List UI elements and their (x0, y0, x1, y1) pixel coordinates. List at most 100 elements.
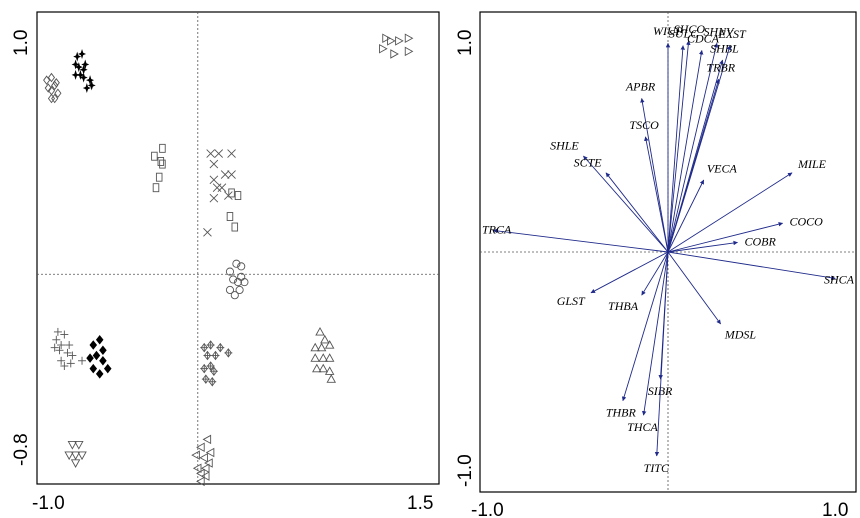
site-point (230, 291, 239, 300)
site-point (73, 51, 82, 62)
site-point (47, 93, 56, 104)
site-scatter-panel: -1.0 1.5 1.0 -0.8 (11, 11, 440, 514)
site-point (52, 78, 60, 88)
species-vector-arrow (667, 172, 793, 253)
species-vector-label: CDCA (687, 31, 720, 45)
site-point (71, 69, 80, 80)
species-vector-label: SHBL (710, 41, 739, 55)
site-point (70, 459, 81, 468)
site-point (89, 340, 98, 350)
site-point (312, 363, 322, 373)
site-point (82, 83, 91, 94)
site-point (201, 374, 210, 384)
species-vector-arrow (667, 78, 720, 253)
species-vector-arrow (667, 45, 685, 253)
right-x-tick-min: -1.0 (471, 500, 504, 518)
species-vector-arrow (667, 240, 738, 253)
site-point (99, 345, 107, 355)
site-point (404, 33, 414, 43)
site-point (315, 326, 325, 336)
species-vector-arrow (590, 251, 669, 294)
species-vector-arrow (654, 251, 669, 457)
left-plot-frame (36, 11, 440, 485)
site-point (86, 353, 94, 363)
site-point (390, 49, 399, 59)
site-point (233, 278, 243, 287)
site-point (310, 353, 320, 362)
site-point (214, 149, 224, 158)
site-point (320, 334, 330, 344)
species-vector-label: VECA (707, 162, 738, 176)
species-vector-arrow (641, 251, 669, 296)
site-point (324, 353, 335, 362)
site-point (232, 259, 241, 268)
site-point (79, 72, 88, 83)
site-point (57, 341, 66, 350)
site-point (231, 222, 239, 232)
site-point (51, 93, 59, 104)
site-point (225, 285, 235, 295)
species-vector-label: APBR (625, 80, 656, 94)
site-point (95, 335, 104, 345)
site-point (395, 36, 404, 46)
site-point (202, 434, 212, 445)
site-point (89, 363, 98, 374)
site-point (324, 340, 335, 349)
site-point (226, 212, 234, 221)
right-x-tick-max: 1.0 (822, 500, 848, 518)
site-point (70, 451, 81, 461)
site-point (206, 340, 215, 350)
site-point (157, 157, 165, 166)
site-point (404, 46, 414, 57)
species-vector-label: THBA (608, 299, 639, 313)
species-vector-label: EXST (717, 27, 747, 41)
species-vector-arrow (667, 222, 784, 253)
site-point (66, 359, 75, 368)
site-point (79, 64, 88, 75)
site-point (209, 175, 219, 185)
site-point (217, 183, 227, 193)
species-vector-arrow (640, 98, 669, 253)
site-point (224, 191, 233, 200)
site-point (159, 159, 166, 169)
site-point (60, 362, 69, 370)
site-point (326, 374, 337, 383)
site-point (318, 363, 328, 373)
site-point (53, 327, 62, 336)
site-point (196, 442, 205, 453)
species-vector-label: TSCO (629, 118, 659, 132)
site-point (74, 62, 83, 73)
site-point (155, 172, 163, 182)
site-point (196, 476, 205, 487)
species-vector-label: SHLE (550, 139, 579, 153)
site-points (43, 33, 414, 487)
site-point (199, 453, 208, 463)
site-point (95, 369, 104, 379)
species-vector-label: THCA (627, 420, 658, 434)
site-point (206, 149, 215, 158)
left-y-tick-max: 1.0 (11, 30, 32, 56)
site-point (227, 170, 236, 179)
site-point (50, 343, 59, 352)
site-point (318, 353, 328, 362)
site-point (206, 361, 215, 371)
site-point (47, 72, 56, 83)
site-point (224, 348, 233, 358)
site-point (209, 366, 218, 376)
site-point (196, 468, 205, 479)
site-point (87, 80, 96, 91)
site-point (379, 43, 388, 54)
site-point (65, 341, 74, 350)
species-vector-arrow (667, 42, 719, 253)
site-point (209, 193, 219, 203)
site-point (191, 450, 200, 460)
left-x-tick-min: -1.0 (32, 493, 65, 514)
site-point (211, 350, 220, 361)
site-point (103, 363, 112, 374)
site-point (192, 463, 202, 474)
site-point (78, 48, 87, 59)
site-point (220, 170, 230, 179)
